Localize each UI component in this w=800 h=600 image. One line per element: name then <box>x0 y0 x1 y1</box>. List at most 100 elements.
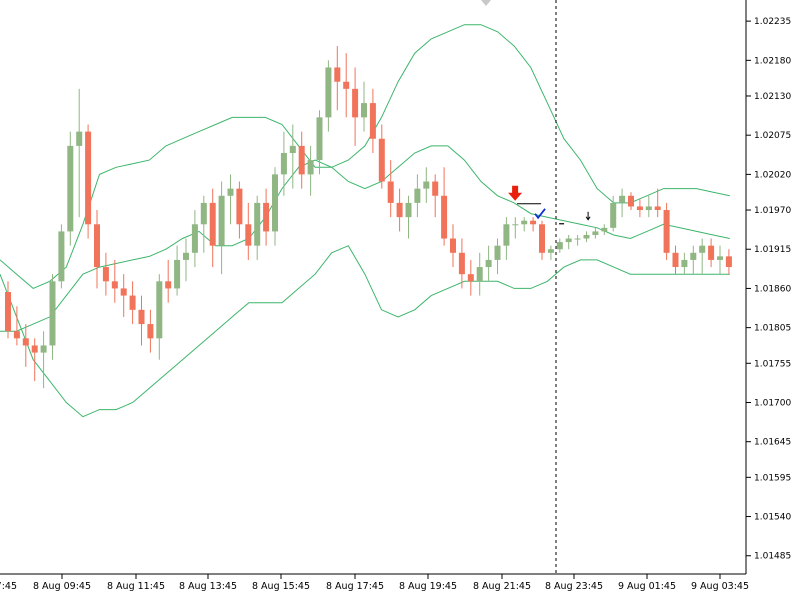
candle <box>263 188 270 246</box>
candle <box>236 181 243 239</box>
candle <box>458 238 465 289</box>
candle-body <box>111 281 118 289</box>
candle <box>503 217 510 260</box>
candle-body <box>672 252 679 268</box>
candle-body <box>227 188 234 196</box>
time-tick-label: 8 Aug 21:45 <box>473 581 531 592</box>
candle-body <box>663 210 670 253</box>
candle-body <box>334 67 341 82</box>
candle <box>636 199 643 218</box>
candle-body <box>245 224 252 246</box>
candle-body <box>165 281 172 289</box>
candle <box>583 231 590 243</box>
candle-body <box>67 145 74 232</box>
candle-body <box>200 202 207 225</box>
candle <box>316 110 323 175</box>
time-tick-label: 9 Aug 01:45 <box>618 581 676 592</box>
candle-body <box>183 252 189 260</box>
candle <box>245 202 252 260</box>
candle <box>307 145 314 196</box>
candle <box>325 60 332 132</box>
price-tick-label: 1.01755 <box>754 359 791 369</box>
candle <box>414 174 421 218</box>
candle-body <box>654 206 661 211</box>
candle-body <box>120 288 127 296</box>
candle-body <box>280 153 287 175</box>
candle-body <box>521 220 528 225</box>
candle <box>547 245 554 260</box>
candle <box>156 274 163 360</box>
candle-body <box>378 138 385 182</box>
candle-body <box>503 224 510 246</box>
candle-body <box>174 259 181 289</box>
candle <box>725 249 732 275</box>
price-tick-label: 1.02075 <box>754 131 791 141</box>
candle <box>690 245 697 275</box>
candle-body <box>610 202 617 228</box>
candle <box>476 252 483 296</box>
candle-body <box>414 188 421 203</box>
price-axis: 1.02235 1.02180 1.02130 1.02075 1.02020 1.019… <box>746 17 791 562</box>
candle-body <box>699 245 706 253</box>
candle <box>13 306 20 346</box>
band-upper <box>0 24 730 289</box>
candle-body <box>263 202 270 232</box>
candle-body <box>725 256 732 268</box>
bollinger-bands <box>0 24 730 418</box>
candle-body <box>592 231 599 235</box>
time-tick-label: 9 Aug 03:45 <box>691 581 749 592</box>
candle <box>405 195 412 239</box>
candle-body <box>254 202 261 246</box>
candle <box>289 124 296 189</box>
candle-body <box>129 295 136 310</box>
candle-body <box>156 281 163 339</box>
candle <box>610 195 617 232</box>
candle <box>40 331 47 389</box>
candle <box>708 238 715 268</box>
candle-body <box>191 224 198 253</box>
candle <box>369 88 376 153</box>
candle-body <box>458 252 465 275</box>
candle-body <box>494 245 501 260</box>
candle-body <box>708 245 715 260</box>
candle-body <box>31 345 38 353</box>
candle-body <box>476 267 483 282</box>
candle <box>58 224 65 289</box>
candle-body <box>13 331 20 339</box>
candle-body <box>432 181 439 196</box>
candle-body <box>636 206 643 211</box>
price-tick-label: 1.01700 <box>754 398 791 408</box>
time-tick-label: 8 Aug 07:45 <box>0 581 17 592</box>
candle-body <box>272 174 278 232</box>
candle-body <box>601 227 608 232</box>
candle-body <box>467 274 474 282</box>
candle-body <box>94 224 100 268</box>
candle <box>485 245 492 282</box>
time-tick-label: 8 Aug 23:45 <box>545 581 603 592</box>
candle-body <box>539 224 545 253</box>
candle <box>592 227 599 239</box>
time-tick-label: 8 Aug 15:45 <box>252 581 310 592</box>
candle-body <box>40 345 47 353</box>
candle <box>565 234 572 250</box>
candle <box>423 167 430 203</box>
candle-body <box>361 103 367 118</box>
candle-body <box>343 81 350 89</box>
candle <box>227 174 234 225</box>
checkmark-icon <box>534 208 546 220</box>
candles <box>5 46 732 389</box>
candle <box>654 188 661 218</box>
candle <box>450 224 456 268</box>
candle-body <box>645 206 652 211</box>
band-middle <box>0 145 730 332</box>
candle-body <box>138 309 145 325</box>
candle <box>280 131 287 196</box>
candle <box>352 67 359 146</box>
candle-body <box>441 195 448 239</box>
candle-body <box>574 238 581 240</box>
candle <box>94 210 100 289</box>
candle <box>31 338 38 382</box>
price-tick-label: 1.02235 <box>754 17 791 27</box>
candle-body <box>236 188 243 225</box>
